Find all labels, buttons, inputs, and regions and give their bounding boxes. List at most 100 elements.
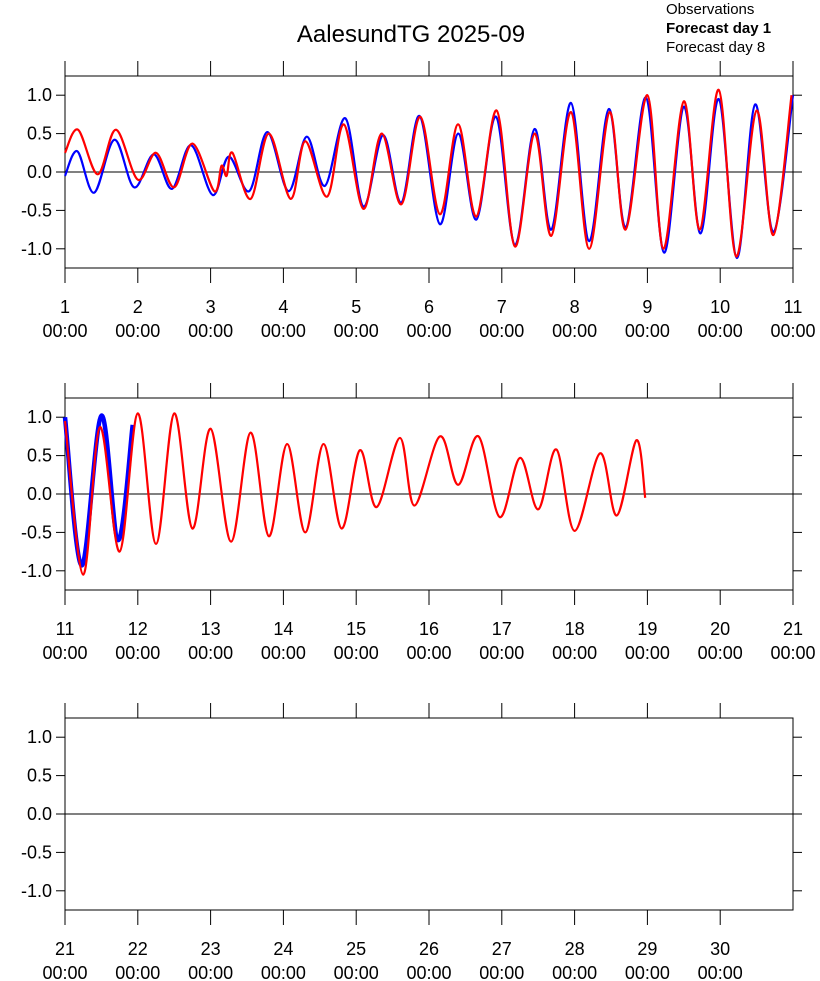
x-tick-label-line: 23 (201, 939, 221, 959)
x-tick-label-line: 1 (60, 297, 70, 317)
x-tick-label-line: 24 (273, 939, 293, 959)
y-tick-label: -1.0 (21, 881, 52, 901)
x-tick-label-line: 15 (346, 619, 366, 639)
x-tick-label: 13 00:00 (188, 619, 233, 663)
x-tick-label: 12 00:00 (115, 619, 160, 663)
x-tick-label-line: 27 (492, 939, 512, 959)
x-tick-label-line: 18 (565, 619, 585, 639)
x-tick-label: 21 00:00 (770, 619, 815, 663)
x-tick-label-line: 00:00 (334, 963, 379, 981)
y-tick-label: 1.0 (27, 407, 52, 427)
x-tick-label-line: 2 (133, 297, 143, 317)
x-tick-label-line: 4 (278, 297, 288, 317)
x-tick-label: 28 00:00 (552, 939, 597, 981)
x-tick-label-line: 00:00 (261, 963, 306, 981)
x-tick-label-line: 00:00 (625, 643, 670, 663)
x-tick-label-line: 00:00 (406, 963, 451, 981)
x-tick-label-line: 17 (492, 619, 512, 639)
x-tick-label-line: 00:00 (479, 321, 524, 341)
x-tick-label-line: 3 (206, 297, 216, 317)
x-tick-label: 15 00:00 (334, 619, 379, 663)
y-tick-label: -1.0 (21, 561, 52, 581)
x-tick-label-line: 00:00 (334, 321, 379, 341)
x-tick-label: 8 00:00 (552, 297, 597, 341)
y-tick-label: 0.5 (27, 446, 52, 466)
x-tick-label-line: 00:00 (406, 321, 451, 341)
y-tick-label: -0.5 (21, 522, 52, 542)
y-tick-label: 0.5 (27, 124, 52, 144)
x-tick-label-line: 20 (710, 619, 730, 639)
x-tick-label: 20 00:00 (698, 619, 743, 663)
y-tick-label: 1.0 (27, 85, 52, 105)
data-line (63, 88, 793, 258)
x-tick-label-line: 00:00 (334, 643, 379, 663)
x-tick-label-line: 00:00 (625, 963, 670, 981)
x-tick-label-line: 26 (419, 939, 439, 959)
x-tick-label-line: 00:00 (698, 963, 743, 981)
x-tick-label: 10 00:00 (698, 297, 743, 341)
x-tick-label-line: 00:00 (115, 321, 160, 341)
x-tick-label-line: 13 (201, 619, 221, 639)
x-tick-label-line: 9 (642, 297, 652, 317)
x-tick-label-line: 00:00 (552, 643, 597, 663)
data-line (63, 95, 795, 260)
x-tick-label-line: 30 (710, 939, 730, 959)
x-tick-label: 22 00:00 (115, 939, 160, 981)
x-tick-label-line: 00:00 (479, 963, 524, 981)
x-tick-label: 9 00:00 (625, 297, 670, 341)
legend-entry: Forecast day 8 (666, 39, 765, 56)
x-tick-label-line: 00:00 (42, 643, 87, 663)
x-tick-label: 11 00:00 (42, 619, 87, 663)
x-tick-label: 29 00:00 (625, 939, 670, 981)
legend-entry: Observations (666, 1, 754, 18)
x-tick-label-line: 11 (784, 297, 803, 317)
y-tick-label: 0.0 (27, 804, 52, 824)
x-tick-label-line: 25 (346, 939, 366, 959)
x-tick-label: 3 00:00 (188, 297, 233, 341)
x-tick-label-line: 00:00 (406, 643, 451, 663)
x-tick-label-line: 29 (637, 939, 657, 959)
x-tick-label-line: 00:00 (552, 321, 597, 341)
x-tick-label-line: 00:00 (698, 643, 743, 663)
x-tick-label-line: 00:00 (479, 643, 524, 663)
x-tick-label: 2 00:00 (115, 297, 160, 341)
x-tick-label-line: 00:00 (261, 643, 306, 663)
x-tick-label-line: 16 (419, 619, 439, 639)
x-tick-label-line: 11 (56, 619, 75, 639)
y-tick-label: 1.0 (27, 727, 52, 747)
x-tick-label-line: 00:00 (115, 643, 160, 663)
y-tick-label: -1.0 (21, 239, 52, 259)
x-tick-label-line: 7 (497, 297, 507, 317)
x-tick-label: 26 00:00 (406, 939, 451, 981)
x-tick-label-line: 00:00 (698, 321, 743, 341)
x-tick-label-line: 21 (55, 939, 75, 959)
y-tick-label: 0.0 (27, 484, 52, 504)
x-tick-label: 7 00:00 (479, 297, 524, 341)
x-tick-label: 18 00:00 (552, 619, 597, 663)
x-tick-label-line: 6 (424, 297, 434, 317)
x-tick-label: 16 00:00 (406, 619, 451, 663)
x-tick-label-line: 21 (783, 619, 803, 639)
x-tick-label: 17 00:00 (479, 619, 524, 663)
x-tick-label: 5 00:00 (334, 297, 379, 341)
x-tick-label-line: 28 (565, 939, 585, 959)
x-tick-label-line: 00:00 (552, 963, 597, 981)
x-tick-label: 25 00:00 (334, 939, 379, 981)
data-line (63, 412, 647, 576)
x-tick-label: 4 00:00 (261, 297, 306, 341)
x-tick-label-line: 00:00 (770, 321, 815, 341)
y-tick-label: -0.5 (21, 842, 52, 862)
x-tick-label-line: 8 (570, 297, 580, 317)
y-tick-label: 0.0 (27, 162, 52, 182)
x-tick-label-line: 00:00 (625, 321, 670, 341)
x-tick-label: 14 00:00 (261, 619, 306, 663)
x-tick-label-line: 00:00 (188, 963, 233, 981)
x-tick-label: 11 00:00 (770, 297, 815, 341)
x-tick-label-line: 00:00 (42, 321, 87, 341)
y-tick-label: -0.5 (21, 200, 52, 220)
x-tick-label: 24 00:00 (261, 939, 306, 981)
x-tick-label-line: 19 (637, 619, 657, 639)
y-tick-label: 0.5 (27, 766, 52, 786)
x-tick-label-line: 22 (128, 939, 148, 959)
